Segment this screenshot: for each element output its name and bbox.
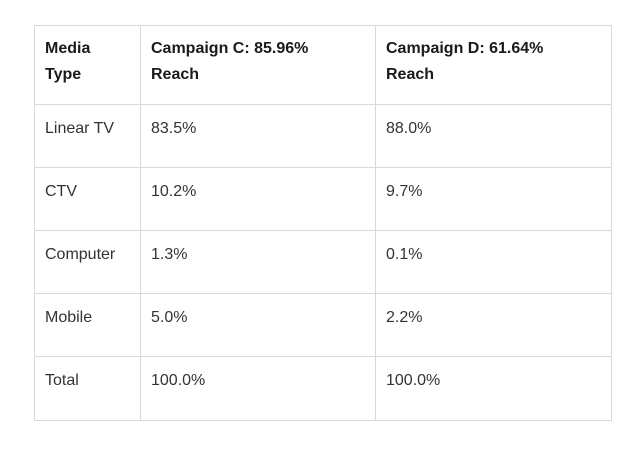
table-row: Linear TV 83.5% 88.0%	[34, 104, 612, 168]
cell-campaign-d: 88.0%	[375, 104, 612, 168]
cell-campaign-c: 1.3%	[140, 230, 376, 294]
header-campaign-c: Campaign C: 85.96% Reach	[140, 25, 376, 105]
header-campaign-c-line1: Campaign C: 85.96%	[151, 40, 309, 57]
header-media-type: Media Type	[34, 25, 141, 105]
table-row: Computer 1.3% 0.1%	[34, 230, 612, 294]
table-row: CTV 10.2% 9.7%	[34, 167, 612, 231]
header-media-type-line2: Type	[45, 66, 82, 83]
cell-media-type: Total	[34, 356, 141, 421]
media-reach-table: Media Type Campaign C: 85.96% Reach Campai…	[34, 25, 612, 421]
cell-campaign-c: 10.2%	[140, 167, 376, 231]
header-media-type-line1: Media	[45, 40, 91, 57]
cell-campaign-c: 5.0%	[140, 293, 376, 357]
cell-campaign-d: 100.0%	[375, 356, 612, 421]
header-campaign-d-line2: Reach	[386, 66, 435, 83]
cell-campaign-d: 9.7%	[375, 167, 612, 231]
media-reach-table-container: Media Type Campaign C: 85.96% Reach Campai…	[34, 25, 612, 421]
table-row-total: Total 100.0% 100.0%	[34, 356, 612, 421]
table-row: Mobile 5.0% 2.2%	[34, 293, 612, 357]
cell-media-type: Computer	[34, 230, 141, 294]
cell-campaign-c: 100.0%	[140, 356, 376, 421]
cell-campaign-c: 83.5%	[140, 104, 376, 168]
header-campaign-c-line2: Reach	[151, 66, 200, 83]
cell-media-type: Linear TV	[34, 104, 141, 168]
header-campaign-d: Campaign D: 61.64% Reach	[375, 25, 612, 105]
cell-campaign-d: 0.1%	[375, 230, 612, 294]
table-header-row: Media Type Campaign C: 85.96% Reach Campai…	[34, 25, 612, 105]
cell-campaign-d: 2.2%	[375, 293, 612, 357]
cell-media-type: Mobile	[34, 293, 141, 357]
header-campaign-d-line1: Campaign D: 61.64%	[386, 40, 544, 57]
cell-media-type: CTV	[34, 167, 141, 231]
